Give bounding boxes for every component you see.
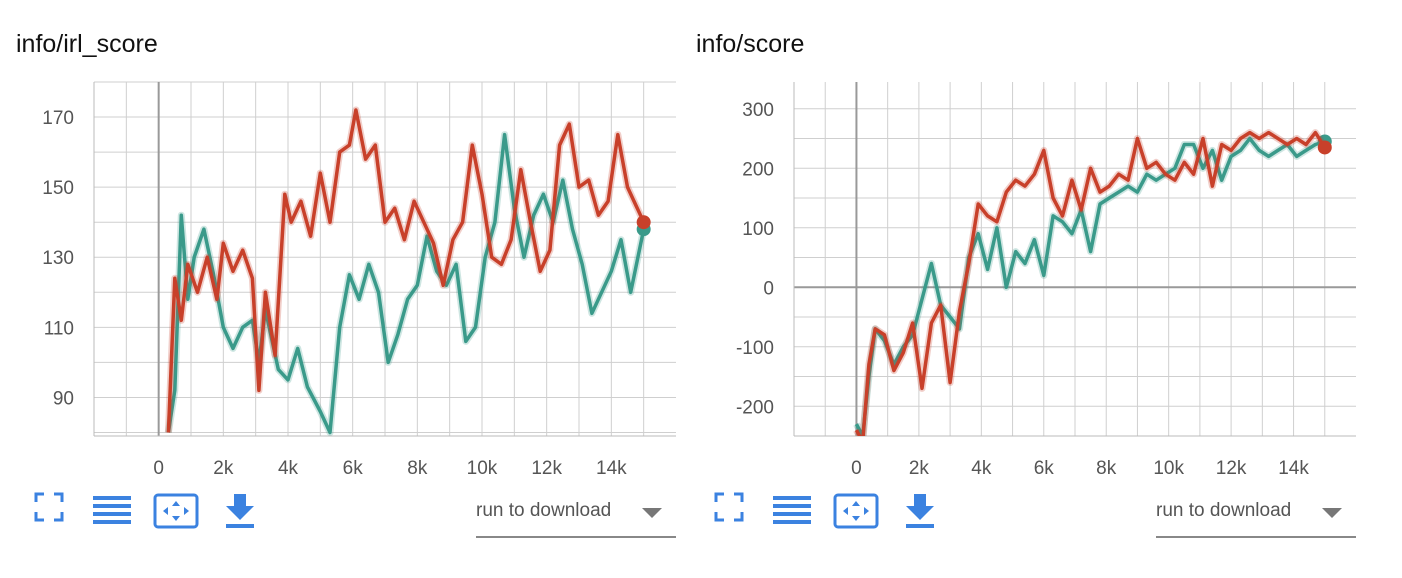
x-tick-label: 4k xyxy=(278,458,299,479)
run-to-download-select[interactable]: run to download xyxy=(1156,492,1356,538)
y-tick-label: -100 xyxy=(736,338,774,359)
series-end-marker xyxy=(636,215,651,230)
chart-title: info/score xyxy=(696,30,805,58)
y-tick-label: 0 xyxy=(763,278,774,299)
fullscreen-icon xyxy=(714,492,744,522)
run-to-download-select[interactable]: run to download xyxy=(476,492,676,538)
y-tick-label: 150 xyxy=(42,178,74,199)
download-icon xyxy=(906,494,934,528)
x-tick-label: 0 xyxy=(153,458,164,479)
chart-card-irl-score: info/irl_score 0 2k 4k 6k 8k 10k 12k 14k 90 110 13… xyxy=(0,0,680,578)
y-tick-label: 200 xyxy=(742,159,774,180)
series-line xyxy=(166,132,646,435)
irl-score-plot[interactable]: 0 2k 4k 6k 8k 10k 12k 14k 90 110 130 150 170 xyxy=(0,0,680,480)
y-tick-label: 90 xyxy=(53,388,74,409)
series-line xyxy=(854,136,1326,436)
fit-domain-icon xyxy=(833,493,879,529)
series-line xyxy=(854,130,1327,436)
x-tick-label: 6k xyxy=(343,458,364,479)
x-tick-label: 14k xyxy=(1278,458,1309,479)
x-tick-label: 12k xyxy=(531,458,562,479)
list-icon xyxy=(773,496,811,524)
list-icon xyxy=(93,496,131,524)
download-button[interactable] xyxy=(223,492,257,535)
y-tick-label: -200 xyxy=(736,397,774,418)
y-tick-label: 100 xyxy=(742,219,774,240)
toggle-log-scale-button[interactable] xyxy=(93,492,131,533)
x-tick-label: 10k xyxy=(467,458,498,479)
fit-domain-button[interactable] xyxy=(833,492,879,535)
fullscreen-button[interactable] xyxy=(714,492,744,527)
series-line xyxy=(166,108,646,433)
download-button[interactable] xyxy=(903,492,937,535)
run-select-label: run to download xyxy=(1156,500,1292,521)
chart-card-score: info/score 0 2k 4k 6k 8k 10k 12k 14k -200 -100 0 10… xyxy=(680,0,1360,578)
chart-toolbar xyxy=(680,492,1360,542)
fullscreen-icon xyxy=(34,492,64,522)
series-end-marker xyxy=(1317,140,1332,155)
x-tick-label: 6k xyxy=(1034,458,1055,479)
fit-domain-icon xyxy=(153,493,199,529)
chevron-down-icon xyxy=(1322,508,1342,518)
fit-domain-button[interactable] xyxy=(153,492,199,535)
x-tick-label: 14k xyxy=(596,458,627,479)
chart-title: info/irl_score xyxy=(16,30,158,58)
x-tick-label: 2k xyxy=(909,458,930,479)
x-tick-label: 8k xyxy=(1096,458,1117,479)
y-tick-label: 130 xyxy=(42,248,74,269)
score-plot[interactable]: 0 2k 4k 6k 8k 10k 12k 14k -200 -100 0 100 200 300 xyxy=(680,0,1360,480)
chart-toolbar xyxy=(0,492,680,542)
x-tick-label: 12k xyxy=(1216,458,1247,479)
y-tick-label: 170 xyxy=(42,108,74,129)
select-underline xyxy=(1156,536,1356,538)
select-underline xyxy=(476,536,676,538)
chevron-down-icon xyxy=(642,508,662,518)
toggle-log-scale-button[interactable] xyxy=(773,492,811,533)
x-tick-label: 2k xyxy=(213,458,234,479)
x-tick-label: 10k xyxy=(1153,458,1184,479)
x-tick-label: 8k xyxy=(407,458,428,479)
y-tick-label: 110 xyxy=(44,318,74,339)
series-raw-line xyxy=(164,106,647,433)
y-tick-label: 300 xyxy=(742,100,774,121)
series-raw-line xyxy=(164,131,648,436)
run-select-label: run to download xyxy=(476,500,612,521)
x-tick-label: 0 xyxy=(851,458,862,479)
x-tick-label: 4k xyxy=(971,458,992,479)
fullscreen-button[interactable] xyxy=(34,492,64,527)
download-icon xyxy=(226,494,254,528)
